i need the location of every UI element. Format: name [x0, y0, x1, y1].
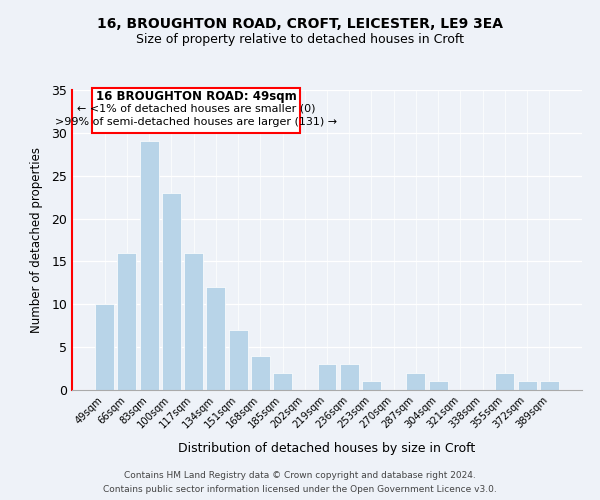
Bar — [340, 364, 359, 390]
Y-axis label: Number of detached properties: Number of detached properties — [30, 147, 43, 333]
Bar — [118, 253, 136, 390]
Bar — [95, 304, 114, 390]
Bar — [206, 287, 225, 390]
Text: Contains public sector information licensed under the Open Government Licence v3: Contains public sector information licen… — [103, 484, 497, 494]
Bar — [273, 373, 292, 390]
Text: 16, BROUGHTON ROAD, CROFT, LEICESTER, LE9 3EA: 16, BROUGHTON ROAD, CROFT, LEICESTER, LE… — [97, 18, 503, 32]
Bar — [162, 193, 181, 390]
X-axis label: Distribution of detached houses by size in Croft: Distribution of detached houses by size … — [178, 442, 476, 454]
Bar — [518, 382, 536, 390]
Bar — [251, 356, 270, 390]
Bar — [406, 373, 425, 390]
Text: >99% of semi-detached houses are larger (131) →: >99% of semi-detached houses are larger … — [55, 116, 337, 126]
Text: 16 BROUGHTON ROAD: 49sqm: 16 BROUGHTON ROAD: 49sqm — [96, 90, 297, 102]
Bar — [496, 373, 514, 390]
Bar — [362, 382, 381, 390]
Bar — [429, 382, 448, 390]
Bar — [184, 253, 203, 390]
Bar — [229, 330, 248, 390]
FancyBboxPatch shape — [92, 88, 301, 133]
Text: ← <1% of detached houses are smaller (0): ← <1% of detached houses are smaller (0) — [77, 104, 316, 114]
Bar — [140, 142, 158, 390]
Text: Contains HM Land Registry data © Crown copyright and database right 2024.: Contains HM Land Registry data © Crown c… — [124, 472, 476, 480]
Bar — [317, 364, 337, 390]
Text: Size of property relative to detached houses in Croft: Size of property relative to detached ho… — [136, 32, 464, 46]
Bar — [540, 382, 559, 390]
